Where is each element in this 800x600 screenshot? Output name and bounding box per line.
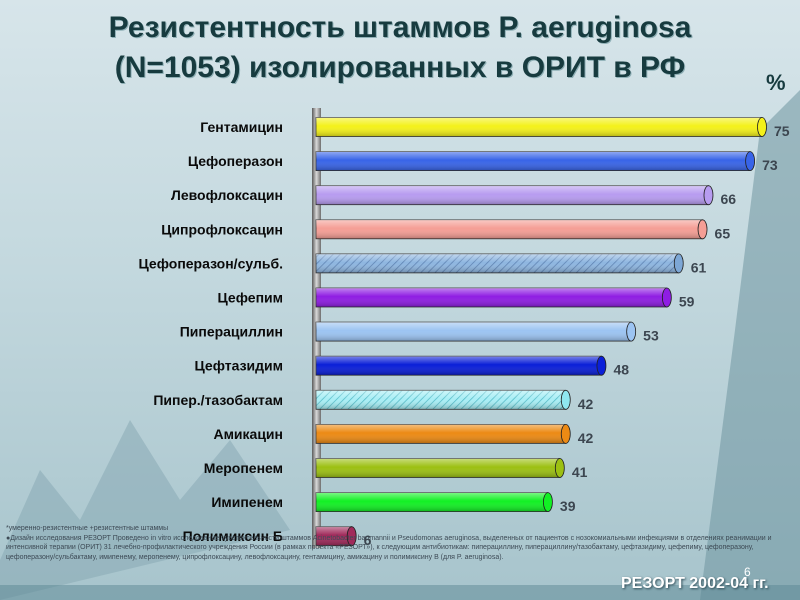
bar-end-cap xyxy=(554,458,565,478)
category-label: Имипенем xyxy=(211,494,283,510)
value-label: 66 xyxy=(720,191,736,207)
title-line-1: Резистентность штаммов P. aeruginosa xyxy=(108,11,692,44)
value-label: 42 xyxy=(578,396,594,412)
value-label: 61 xyxy=(691,259,707,275)
bar-end-cap xyxy=(560,389,571,410)
category-label: Пиперациллин xyxy=(180,324,283,340)
footnote: *умеренно-резистентные +резистентные шта… xyxy=(6,524,796,562)
bar-shading xyxy=(316,288,667,307)
category-label: Амикацин xyxy=(213,426,283,442)
category-label: Цефоперазон/сульб. xyxy=(139,255,283,271)
bar-shading xyxy=(316,322,632,342)
category-label: Гентамицин xyxy=(200,119,283,135)
value-label: 39 xyxy=(560,498,576,514)
bar-end-cap xyxy=(560,423,571,444)
value-label: 59 xyxy=(679,294,695,310)
category-label: Цефоперазон xyxy=(188,153,283,169)
value-label: 48 xyxy=(613,362,629,378)
bar-shading xyxy=(316,151,751,171)
page-number: 6 xyxy=(744,565,751,579)
bar-end-cap xyxy=(596,355,607,376)
value-label: 41 xyxy=(572,464,588,480)
category-label: Левофлоксацин xyxy=(171,187,283,203)
bar-shading xyxy=(316,390,566,410)
source-label: РЕЗОРТ 2002-04 гг. xyxy=(621,575,769,592)
footnote-line-2: ●Дизайн исследования РЕЗОРТ Проведено in… xyxy=(6,534,772,561)
bar-shading xyxy=(316,458,560,478)
footnote-line-1: *умеренно-резистентные +резистентные шта… xyxy=(6,525,169,532)
bar-shading xyxy=(316,219,703,239)
bar-end-cap xyxy=(697,219,708,240)
value-label: 6 xyxy=(364,532,372,548)
category-label: Пипер./тазобактам xyxy=(153,392,283,408)
bar-shading xyxy=(316,356,602,376)
category-label: Ципрофлоксацин xyxy=(161,221,283,237)
bar-end-cap xyxy=(626,321,637,342)
category-label: Меропенем xyxy=(204,460,283,476)
bar-shading xyxy=(316,424,566,444)
category-label: Цефтазидим xyxy=(195,358,283,374)
unit-label: % xyxy=(766,70,786,95)
value-label: 53 xyxy=(643,328,659,344)
bar-shading xyxy=(316,253,679,273)
bar-end-cap xyxy=(745,151,756,172)
bar-end-cap xyxy=(703,185,714,206)
bar-end-cap xyxy=(346,526,357,547)
value-label: 65 xyxy=(715,225,731,241)
value-label: 75 xyxy=(774,123,790,139)
category-label: Полимиксин Б xyxy=(183,528,283,544)
bar-end-cap xyxy=(673,253,684,274)
bar-shading xyxy=(316,117,762,137)
bar-shading xyxy=(316,185,709,205)
category-label: Цефепим xyxy=(218,290,283,306)
bar-end-cap xyxy=(543,492,553,513)
page-title: Резистентность штаммов P. aeruginosa (N=… xyxy=(0,8,800,88)
bar-shading xyxy=(316,492,548,512)
value-label: 42 xyxy=(578,430,594,446)
title-line-2: (N=1053) изолированных в ОРИТ в РФ xyxy=(114,51,686,84)
bar-shading xyxy=(316,526,352,546)
bar-end-cap xyxy=(661,287,672,308)
bar-end-cap xyxy=(757,117,767,137)
value-label: 73 xyxy=(762,157,778,173)
